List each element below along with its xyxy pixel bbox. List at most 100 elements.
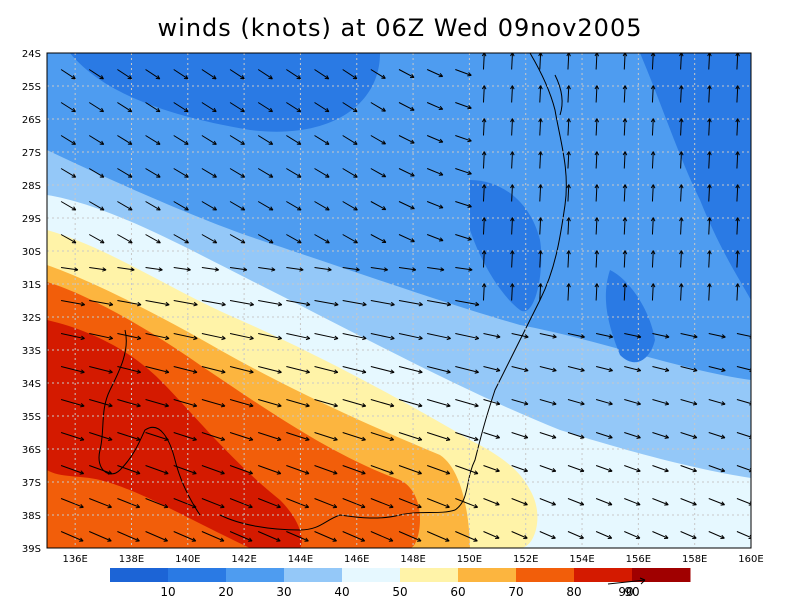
wind-vector-head: [608, 401, 613, 406]
wind-vector: [88, 102, 104, 113]
wind-vector-head: [128, 239, 133, 244]
colorbar: [110, 568, 691, 582]
wind-vector: [595, 184, 598, 202]
wind-vector-head: [155, 75, 161, 80]
wind-vector: [427, 267, 445, 271]
wind-vector-head: [607, 534, 613, 539]
wind-vector: [511, 366, 529, 372]
wind-vector: [708, 118, 711, 136]
wind-vector-head: [240, 140, 245, 145]
wind-vector-head: [240, 75, 245, 80]
wind-vector-head: [353, 239, 358, 244]
wind-vector: [623, 217, 626, 235]
wind-vector-head: [495, 467, 500, 473]
wind-vector: [624, 399, 641, 405]
wind-vector: [314, 168, 330, 178]
wind-vector-head: [156, 140, 161, 145]
wind-vector-head: [183, 75, 189, 80]
wind-vector-head: [352, 75, 358, 80]
wind-vector-head: [212, 75, 217, 80]
wind-vector: [398, 102, 415, 111]
wind-vector-head: [693, 367, 698, 373]
wind-vector: [117, 366, 141, 373]
wind-vector: [539, 283, 542, 301]
wind-vector: [342, 531, 365, 542]
wind-vector: [314, 135, 330, 145]
wind-vector-head: [240, 206, 246, 211]
wind-vector-head: [707, 250, 712, 255]
wind-vector: [258, 498, 281, 508]
wind-vector-head: [165, 301, 170, 307]
lat-tick-label: 33S: [22, 346, 41, 357]
wind-vector-head: [622, 250, 628, 255]
wind-vector: [708, 85, 711, 103]
wind-vector: [145, 465, 169, 475]
wind-vector-head: [71, 75, 76, 80]
wind-vector-head: [184, 107, 189, 113]
wind-vector-head: [580, 334, 585, 339]
wind-vector: [624, 465, 641, 472]
wind-vector: [511, 399, 529, 405]
wind-vector-head: [707, 118, 712, 123]
wind-vector: [173, 333, 198, 340]
lon-tick-label: 136E: [62, 554, 87, 565]
wind-vector-head: [607, 501, 613, 506]
wind-vector: [455, 168, 472, 175]
wind-vector: [286, 531, 309, 542]
speed-band-20-30-spot: [605, 270, 655, 363]
wind-vector: [398, 267, 416, 271]
wind-vector: [567, 366, 585, 372]
wind-vector-head: [107, 537, 112, 542]
wind-vector: [342, 432, 366, 441]
wind-vector: [173, 300, 198, 306]
wind-vector: [145, 234, 161, 244]
wind-vector: [624, 498, 641, 506]
wind-vector-head: [327, 267, 332, 272]
wind-vector-head: [184, 239, 189, 244]
wind-vector-head: [523, 534, 528, 539]
wind-vector: [145, 300, 170, 306]
wind-vector: [173, 465, 197, 475]
wind-vector: [427, 366, 451, 373]
wind-vector-head: [446, 369, 451, 374]
wind-vector-head: [622, 85, 628, 90]
wind-vector: [680, 85, 682, 103]
wind-vector: [286, 498, 309, 508]
wind-vector-head: [735, 250, 740, 255]
wind-vector: [736, 151, 739, 169]
wind-vector: [708, 366, 726, 372]
wind-vector: [511, 118, 513, 136]
wind-vector: [258, 399, 282, 407]
wind-vector: [314, 102, 330, 113]
wind-vector-head: [720, 467, 726, 473]
wind-vector-head: [445, 470, 451, 475]
wind-vector-head: [333, 470, 338, 475]
wind-vector-head: [164, 470, 169, 475]
wind-vector-head: [163, 504, 169, 509]
wind-vector: [229, 498, 253, 508]
wind-vector-head: [538, 151, 543, 156]
wind-vector-head: [664, 467, 669, 473]
wind-vector: [455, 69, 472, 76]
wind-vector-head: [268, 140, 274, 145]
wind-vector: [482, 85, 485, 103]
wind-vector: [651, 53, 654, 70]
wind-vector: [229, 399, 254, 407]
wind-vector-head: [735, 217, 740, 222]
wind-vector: [736, 118, 739, 136]
wind-vector-head: [163, 537, 168, 542]
wind-vector-head: [277, 335, 282, 341]
wind-vector-head: [636, 501, 641, 506]
wind-vector: [201, 498, 225, 508]
wind-vector: [539, 432, 557, 439]
wind-vector-head: [99, 140, 105, 145]
colorbar-label: 70: [508, 585, 523, 599]
wind-vector-head: [137, 301, 142, 307]
wind-vector: [398, 366, 423, 373]
wind-vector: [258, 267, 276, 271]
wind-vector: [145, 168, 161, 178]
wind-vector-head: [692, 434, 698, 439]
wind-vector: [398, 201, 415, 210]
wind-vector-head: [467, 72, 472, 77]
wind-vector: [426, 201, 444, 209]
